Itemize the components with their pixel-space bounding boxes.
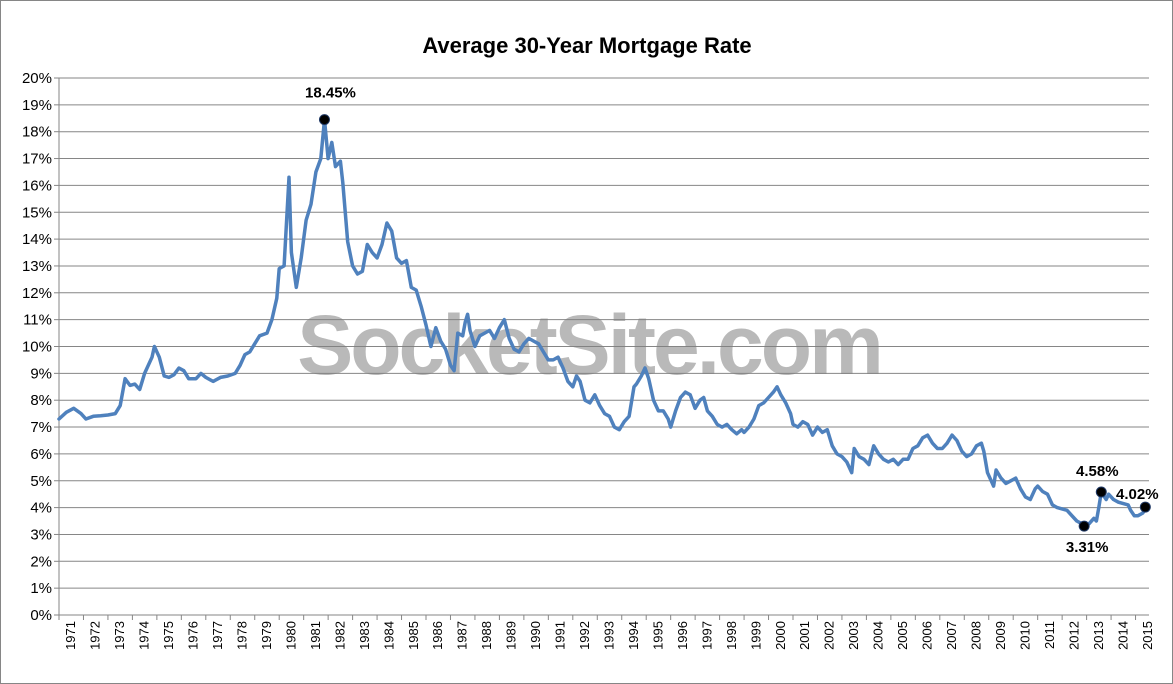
x-tick-label: 2010 — [1017, 621, 1032, 650]
x-tick-label: 1985 — [406, 621, 421, 650]
x-tick-label: 2007 — [944, 621, 959, 650]
x-tick-label: 1975 — [161, 621, 176, 650]
x-tick-label: 1999 — [748, 621, 763, 650]
series-line — [57, 117, 1148, 528]
gridlines — [59, 77, 1149, 589]
x-tick-label: 1984 — [381, 621, 396, 650]
annotation-label: 3.31% — [1066, 539, 1109, 556]
x-tick-label: 1971 — [63, 621, 78, 650]
x-tick-label: 1989 — [504, 621, 519, 650]
x-tick-label: 1974 — [137, 621, 152, 650]
x-tick-label: 2004 — [871, 621, 886, 650]
x-tick-label: 2002 — [822, 621, 837, 650]
y-tick-label: 10% — [22, 339, 52, 356]
x-tick-label: 2013 — [1091, 621, 1106, 650]
y-tick-label: 18% — [22, 124, 52, 141]
x-tick-label: 1983 — [357, 621, 372, 650]
x-tick-label: 2015 — [1140, 621, 1155, 650]
y-tick-label: 15% — [22, 204, 52, 221]
x-tick-label: 2006 — [920, 621, 935, 650]
x-tick-label: 1996 — [675, 621, 690, 650]
x-tick-label: 2001 — [797, 621, 812, 650]
x-tick-label: 1976 — [186, 621, 201, 650]
chart-title: Average 30-Year Mortgage Rate — [422, 33, 751, 58]
x-tick-label: 2011 — [1042, 621, 1057, 649]
y-tick-label: 4% — [30, 500, 52, 517]
x-tick-label: 1981 — [308, 621, 323, 650]
x-tick-label: 1982 — [332, 621, 347, 650]
y-tick-label: 20% — [22, 70, 52, 87]
annotation-label: 4.02% — [1116, 486, 1159, 503]
y-tick-label: 2% — [30, 553, 52, 570]
y-tick-label: 13% — [22, 258, 52, 275]
annotation-label: 4.58% — [1076, 463, 1119, 480]
x-tick-label: 1973 — [112, 621, 127, 650]
y-tick-label: 17% — [22, 151, 52, 168]
x-tick-label: 2014 — [1115, 621, 1130, 650]
y-tick-label: 3% — [30, 526, 52, 543]
x-tick-label: 2012 — [1066, 621, 1081, 650]
y-tick-label: 11% — [23, 312, 52, 329]
annotation-marker — [1078, 520, 1090, 532]
annotation-label: 18.45% — [305, 85, 356, 102]
y-tick-label: 9% — [30, 365, 52, 382]
x-tick-label: 2009 — [993, 621, 1008, 650]
x-tick-label: 1990 — [528, 621, 543, 650]
annotation-markers: 18.45% 4.58% 3.31% 4.02% — [305, 85, 1159, 557]
x-tick-label: 1997 — [699, 621, 714, 650]
x-tick-label: 1998 — [724, 621, 739, 650]
watermark-text: SocketSite.com — [297, 298, 881, 392]
y-tick-label: 8% — [30, 392, 52, 409]
y-tick-label: 5% — [30, 473, 52, 490]
x-tick-label: 1978 — [235, 621, 250, 650]
y-tick-label: 1% — [30, 580, 52, 597]
axes: 0% 1% 2% 3% 4% 5% 6% 7% 8% 9% 10% 11% 12% 13% 14% 15% 16… — [22, 70, 1155, 650]
x-tick-label: 2003 — [846, 621, 861, 650]
x-tick-label: 1995 — [650, 621, 665, 650]
y-tick-label: 7% — [30, 419, 52, 436]
y-tick-label: 12% — [22, 285, 52, 302]
annotation-marker — [1095, 486, 1107, 498]
x-tick-label: 1988 — [479, 621, 494, 650]
x-tick-label: 2000 — [773, 621, 788, 650]
annotation-marker — [1139, 501, 1151, 513]
x-tick-label: 1991 — [553, 621, 568, 650]
y-tick-label: 0% — [30, 607, 52, 624]
y-tick-label: 16% — [22, 177, 52, 194]
x-tick-label: 1980 — [283, 621, 298, 650]
x-tick-label: 1979 — [259, 621, 274, 650]
x-tick-label: 1986 — [430, 621, 445, 650]
y-tick-label: 19% — [22, 97, 52, 114]
x-tick-label: 1994 — [626, 621, 641, 650]
x-tick-label: 1972 — [88, 621, 103, 650]
annotation-marker — [318, 114, 330, 126]
x-tick-label: 1993 — [602, 621, 617, 650]
x-tick-label: 1992 — [577, 621, 592, 650]
x-tick-label: 2005 — [895, 621, 910, 650]
y-tick-label: 14% — [22, 231, 52, 248]
x-tick-label: 1987 — [455, 621, 470, 650]
series-line-layer — [57, 117, 1148, 528]
x-tick-label: 2008 — [969, 621, 984, 650]
x-tick-label: 1977 — [210, 621, 225, 650]
y-tick-label: 6% — [30, 446, 52, 463]
